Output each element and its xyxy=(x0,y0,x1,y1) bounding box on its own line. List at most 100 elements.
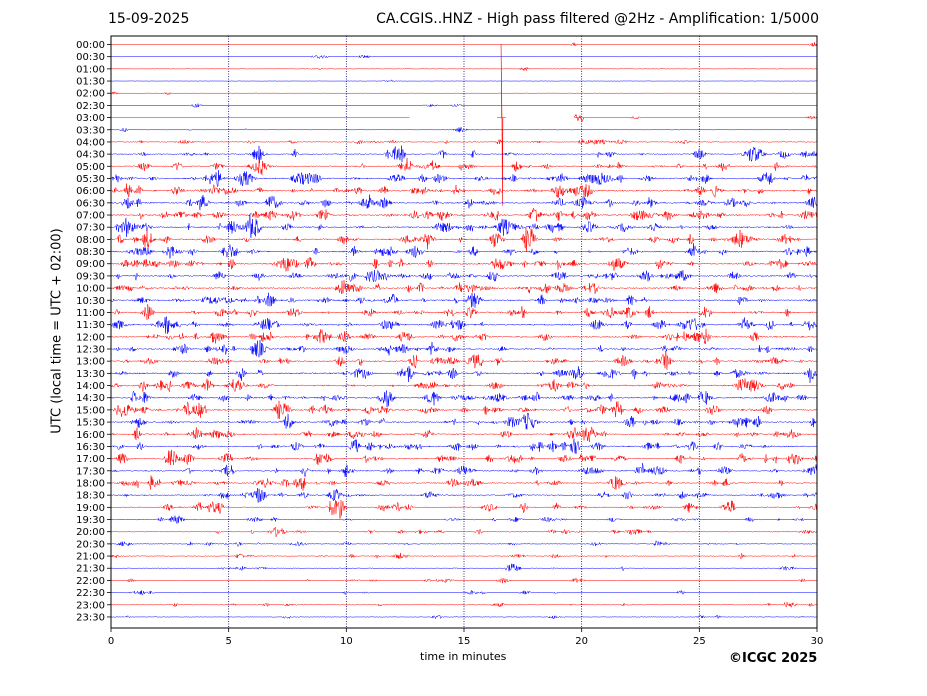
trace-row xyxy=(110,194,818,211)
trace-row xyxy=(110,256,818,272)
y-axis-label: UTC (local time = UTC + 02:00) xyxy=(49,228,65,434)
trace-row xyxy=(110,103,818,109)
trace-row xyxy=(110,207,818,222)
y-tick-label: 23:30 xyxy=(76,612,105,623)
y-tick-label: 22:30 xyxy=(76,588,105,599)
trace-row xyxy=(110,540,818,548)
vertical-gridlines xyxy=(228,36,700,628)
x-tick-label: 15 xyxy=(458,636,471,647)
trace-row xyxy=(110,366,818,383)
trace-row xyxy=(110,183,818,198)
event-spike xyxy=(500,43,504,206)
y-tick-label: 13:00 xyxy=(76,357,105,368)
trace-row xyxy=(110,269,818,283)
trace-row xyxy=(110,42,818,47)
x-axis-label: time in minutes xyxy=(420,650,507,663)
y-tick-label: 16:00 xyxy=(76,430,105,441)
trace-row xyxy=(110,170,818,188)
trace-row xyxy=(111,589,818,596)
y-tick-label: 07:30 xyxy=(76,223,105,234)
trace-row xyxy=(110,449,818,466)
copyright-label: ©ICGC 2025 xyxy=(729,651,818,666)
trace-row xyxy=(110,145,818,163)
trace-row xyxy=(110,602,818,608)
date-label: 15-09-2025 xyxy=(108,11,190,27)
y-tick-label: 03:30 xyxy=(76,125,105,136)
y-tick-label: 20:00 xyxy=(76,527,105,538)
y-tick-label: 12:00 xyxy=(76,332,105,343)
trace-row xyxy=(110,157,818,176)
y-tick-label: 10:30 xyxy=(76,296,105,307)
y-tick-label: 20:30 xyxy=(76,539,105,550)
trace-row xyxy=(110,378,818,393)
trace-row xyxy=(110,390,818,408)
y-tick-label: 00:00 xyxy=(76,40,105,51)
y-tick-label: 14:00 xyxy=(76,381,105,392)
y-tick-label: 08:30 xyxy=(76,247,105,258)
trace-row xyxy=(110,115,818,120)
y-tick-label: 04:00 xyxy=(76,137,105,148)
trace-row xyxy=(110,576,818,584)
y-tick-label: 01:30 xyxy=(76,77,105,88)
trace-row xyxy=(110,552,818,560)
y-tick-label: 11:30 xyxy=(76,320,105,331)
y-tick-label: 23:00 xyxy=(76,600,105,611)
y-tick-label: 16:30 xyxy=(76,442,105,453)
trace-row xyxy=(110,227,818,252)
y-tick-label: 08:00 xyxy=(76,235,105,246)
y-tick-label: 09:30 xyxy=(76,271,105,282)
y-tick-label: 06:00 xyxy=(76,186,105,197)
trace-row xyxy=(110,316,818,334)
trace-row xyxy=(110,243,818,259)
y-tick-label: 05:00 xyxy=(76,162,105,173)
trace-row xyxy=(110,91,818,96)
y-tick-label: 14:30 xyxy=(76,393,105,404)
y-tick-label: 03:00 xyxy=(76,113,105,124)
y-tick-label: 04:30 xyxy=(76,150,105,161)
trace-row xyxy=(110,304,818,320)
y-tick-label: 17:00 xyxy=(76,454,105,465)
trace-row xyxy=(110,463,818,478)
y-tick-label: 09:00 xyxy=(76,259,105,270)
x-tick-label: 25 xyxy=(693,636,706,647)
trace-row xyxy=(110,67,818,72)
trace-row xyxy=(110,425,818,443)
y-tick-label: 21:30 xyxy=(76,564,105,575)
x-tick-label: 0 xyxy=(108,636,114,647)
y-tick-label: 18:00 xyxy=(76,478,105,489)
event-burst xyxy=(573,113,585,123)
trace-row xyxy=(110,350,818,370)
plot-frame xyxy=(110,35,818,629)
trace-row xyxy=(110,292,818,308)
y-tick-label: 13:30 xyxy=(76,369,105,380)
trace-row xyxy=(110,79,818,83)
trace-row xyxy=(110,280,818,295)
y-tick-label: 12:30 xyxy=(76,345,105,356)
trace-row xyxy=(110,475,818,491)
trace-row xyxy=(110,340,818,358)
y-tick-label: 02:00 xyxy=(76,89,105,100)
trace-row xyxy=(110,614,818,620)
trace-row xyxy=(110,126,818,133)
y-tick-label: 17:30 xyxy=(76,466,105,477)
y-tick-label: 19:30 xyxy=(76,515,105,526)
y-tick-label: 18:30 xyxy=(76,491,105,502)
y-tick-label: 06:30 xyxy=(76,198,105,209)
y-tick-label: 21:00 xyxy=(76,552,105,563)
x-tick-label: 30 xyxy=(811,636,824,647)
y-tick-label: 22:00 xyxy=(76,576,105,587)
x-axis-ticks: 0 5 10 15 20 25 30 xyxy=(108,628,824,647)
trace-row xyxy=(110,413,818,430)
y-tick-label: 19:00 xyxy=(76,503,105,514)
trace-row xyxy=(110,328,818,344)
trace-row xyxy=(110,500,818,519)
y-tick-label: 02:30 xyxy=(76,101,105,112)
trace-row xyxy=(110,54,818,59)
seismic-traces xyxy=(110,42,818,620)
trace-row xyxy=(110,514,818,525)
y-tick-label: 07:00 xyxy=(76,211,105,222)
x-tick-label: 20 xyxy=(575,636,588,647)
y-tick-label: 15:30 xyxy=(76,418,105,429)
y-tick-label: 00:30 xyxy=(76,52,105,63)
